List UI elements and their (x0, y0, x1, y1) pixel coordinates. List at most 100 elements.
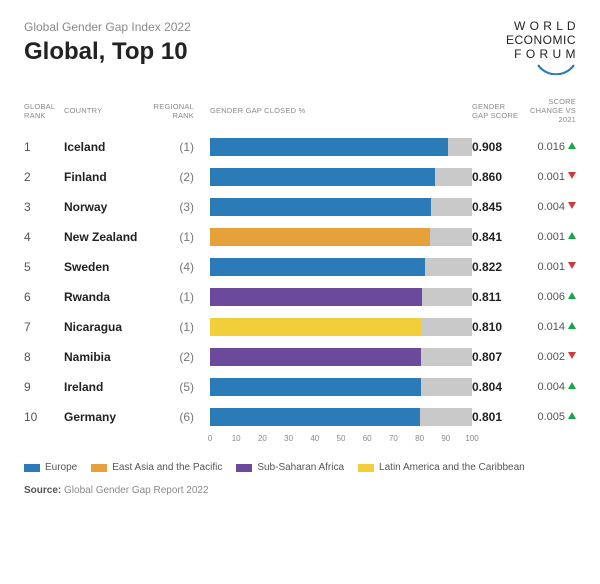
axis-tick: 90 (441, 434, 450, 443)
page-title: Global, Top 10 (24, 38, 191, 66)
source-label: Source: (24, 485, 61, 496)
col-country: COUNTRY (64, 106, 152, 123)
score-change: 0.002 (522, 345, 576, 369)
global-rank: 4 (24, 224, 64, 250)
bar-track (210, 288, 472, 306)
x-axis: 0102030405060708090100 (204, 434, 472, 448)
bar-fill (210, 378, 421, 396)
gap-score: 0.810 (472, 314, 522, 340)
title-block: Global Gender Gap Index 2022 Global, Top… (24, 20, 191, 66)
change-down-icon (568, 172, 576, 179)
country-name: Iceland (64, 134, 152, 160)
subtitle: Global Gender Gap Index 2022 (24, 20, 191, 34)
gap-score: 0.811 (472, 284, 522, 310)
infographic: Global Gender Gap Index 2022 Global, Top… (0, 0, 600, 584)
score-change: 0.006 (522, 285, 576, 309)
bar-track (210, 378, 472, 396)
source-line: Source: Global Gender Gap Report 2022 (24, 485, 576, 496)
regional-rank: (2) (152, 164, 204, 190)
gap-score: 0.845 (472, 194, 522, 220)
regional-rank: (4) (152, 254, 204, 280)
change-up-icon (568, 412, 576, 419)
logo-line-3: F O R U M (506, 48, 576, 62)
col-regional-rank: REGIONAL RANK (152, 102, 204, 128)
global-rank: 10 (24, 404, 64, 430)
bar-fill (210, 258, 425, 276)
bar-track (210, 168, 472, 186)
col-rank: GLOBAL RANK (24, 102, 64, 128)
col-change: SCORE CHANGE VS 2021 (522, 97, 576, 132)
change-down-icon (568, 262, 576, 269)
axis-tick: 70 (389, 434, 398, 443)
global-rank: 3 (24, 194, 64, 220)
legend-item: Latin America and the Caribbean (358, 462, 525, 473)
bar-fill (210, 228, 430, 246)
score-change: 0.016 (522, 135, 576, 159)
score-change: 0.001 (522, 255, 576, 279)
global-rank: 5 (24, 254, 64, 280)
legend-label: Sub-Saharan Africa (257, 462, 344, 473)
regional-rank: (1) (152, 284, 204, 310)
bar-fill (210, 408, 420, 426)
bar-track (210, 408, 472, 426)
global-rank: 1 (24, 134, 64, 160)
gap-score: 0.804 (472, 374, 522, 400)
country-name: Finland (64, 164, 152, 190)
col-score: GENDER GAP SCORE (472, 102, 522, 128)
gap-score: 0.841 (472, 224, 522, 250)
regional-rank: (5) (152, 374, 204, 400)
score-change: 0.005 (522, 405, 576, 429)
country-name: Norway (64, 194, 152, 220)
axis-tick: 60 (363, 434, 372, 443)
axis-tick: 100 (465, 434, 478, 443)
bar-cell (204, 222, 472, 252)
country-name: Namibia (64, 344, 152, 370)
score-change: 0.004 (522, 195, 576, 219)
legend-swatch (236, 464, 252, 472)
country-name: Germany (64, 404, 152, 430)
bar-track (210, 198, 472, 216)
gap-score: 0.860 (472, 164, 522, 190)
regional-rank: (1) (152, 314, 204, 340)
bar-cell (204, 252, 472, 282)
legend-swatch (358, 464, 374, 472)
col-gap-closed: GENDER GAP CLOSED % (204, 106, 472, 123)
bar-cell (204, 282, 472, 312)
legend-item: Sub-Saharan Africa (236, 462, 344, 473)
bar-fill (210, 138, 448, 156)
source-text: Global Gender Gap Report 2022 (64, 485, 209, 496)
gap-score: 0.822 (472, 254, 522, 280)
axis-tick: 20 (258, 434, 267, 443)
bar-track (210, 258, 472, 276)
logo-arc-icon (536, 63, 576, 75)
bar-fill (210, 288, 422, 306)
logo-line-1: W O R L D (506, 20, 576, 34)
bar-cell (204, 372, 472, 402)
legend: Europe East Asia and the Pacific Sub-Sahar… (24, 462, 576, 473)
score-change: 0.001 (522, 165, 576, 189)
change-up-icon (568, 292, 576, 299)
bar-track (210, 138, 472, 156)
axis-tick: 30 (284, 434, 293, 443)
bar-cell (204, 342, 472, 372)
change-down-icon (568, 202, 576, 209)
legend-swatch (24, 464, 40, 472)
regional-rank: (6) (152, 404, 204, 430)
legend-label: East Asia and the Pacific (112, 462, 222, 473)
gap-score: 0.908 (472, 134, 522, 160)
bar-cell (204, 402, 472, 432)
bar-track (210, 228, 472, 246)
legend-label: Latin America and the Caribbean (379, 462, 525, 473)
global-rank: 9 (24, 374, 64, 400)
bar-track (210, 318, 472, 336)
legend-item: Europe (24, 462, 77, 473)
axis-tick: 80 (415, 434, 424, 443)
regional-rank: (1) (152, 224, 204, 250)
country-name: Ireland (64, 374, 152, 400)
bar-cell (204, 312, 472, 342)
score-change: 0.001 (522, 225, 576, 249)
change-down-icon (568, 352, 576, 359)
change-up-icon (568, 382, 576, 389)
score-change: 0.014 (522, 315, 576, 339)
change-up-icon (568, 142, 576, 149)
